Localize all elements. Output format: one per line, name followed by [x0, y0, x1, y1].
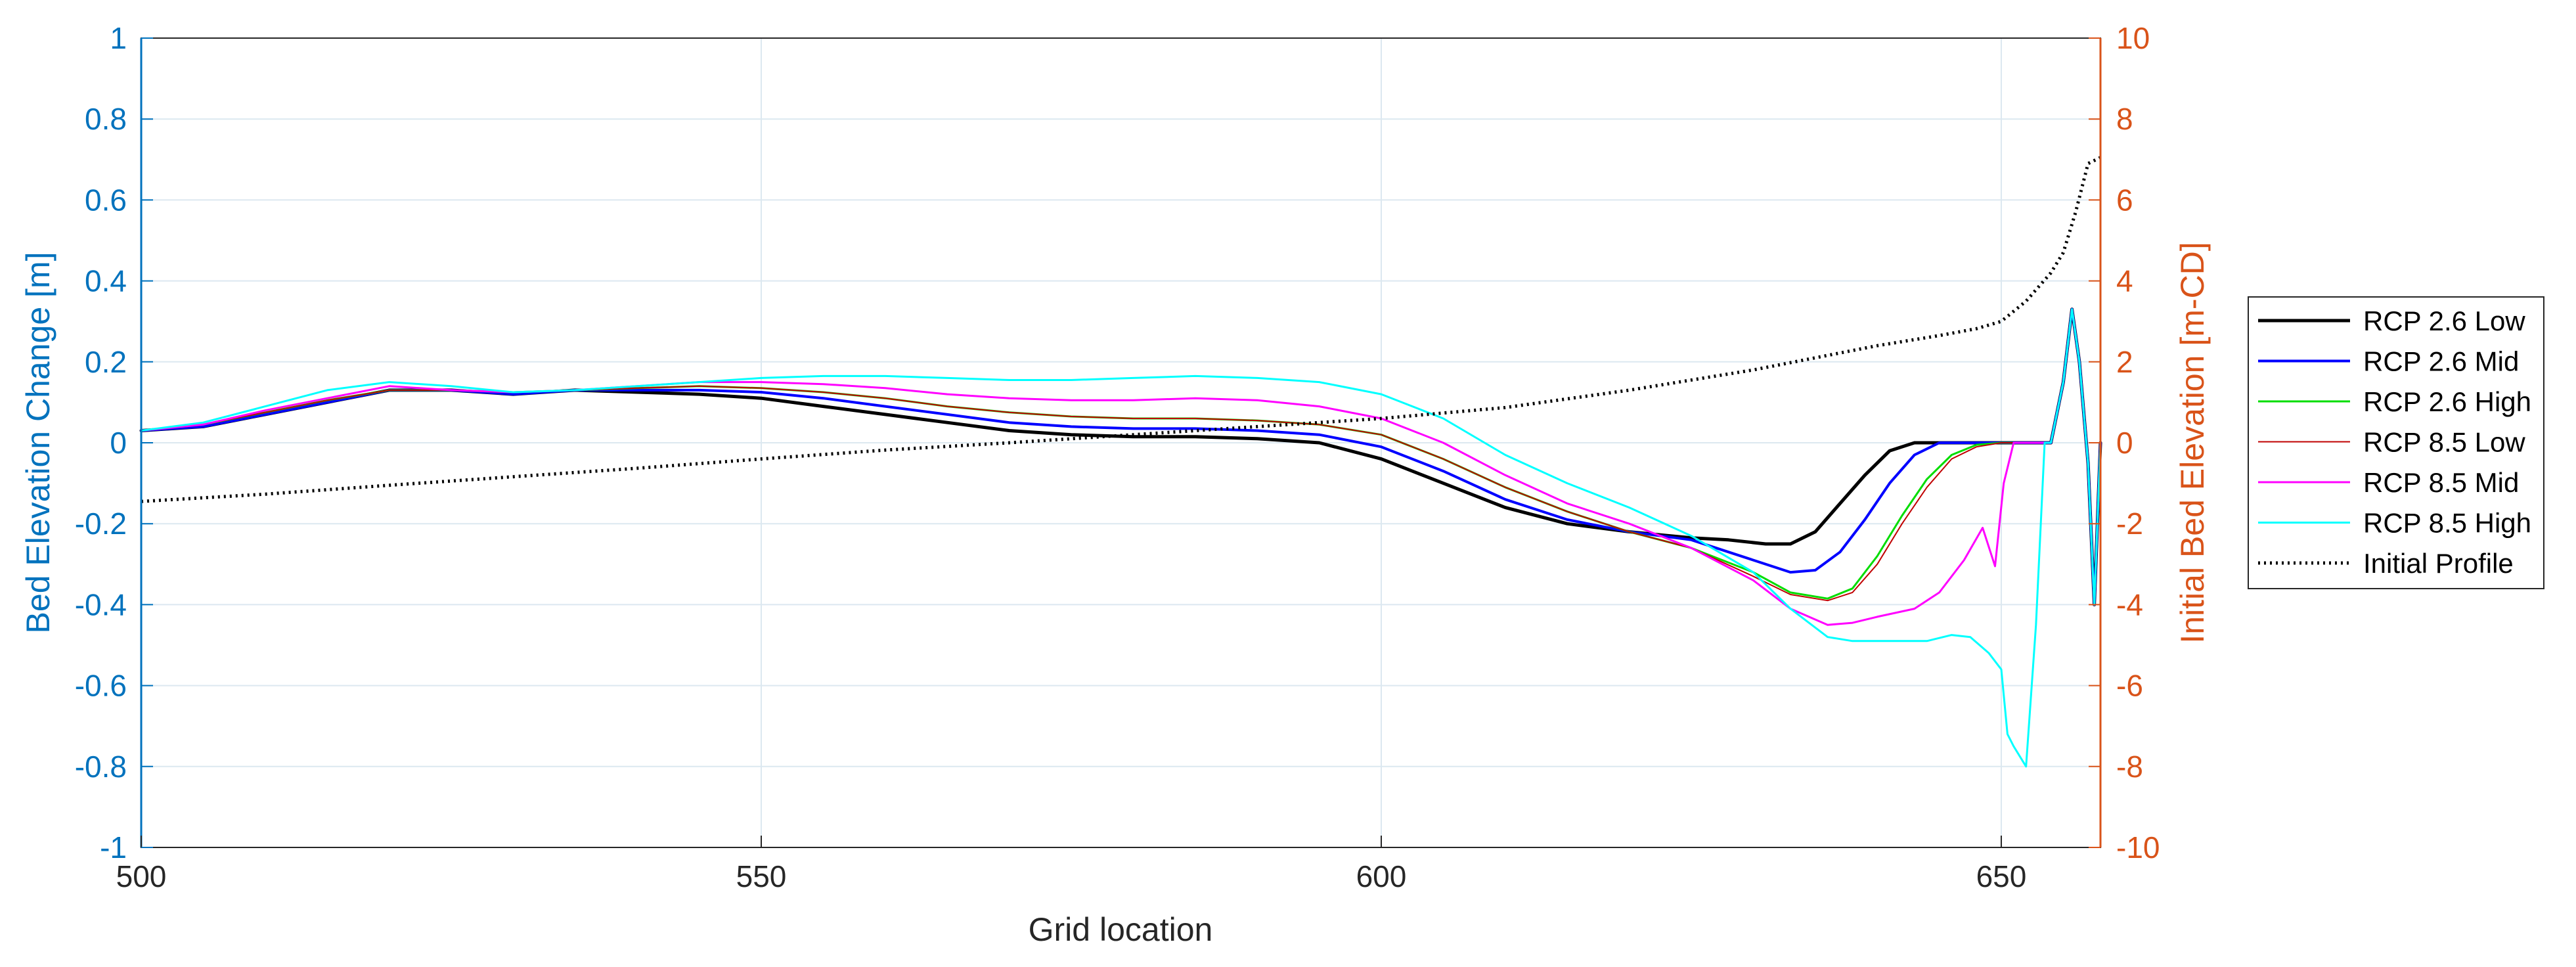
right-y-axis-label: Initial Bed Elevation [m-CD] — [2174, 242, 2211, 643]
series-line-rcp-8-5-high — [140, 308, 2102, 768]
series-lines — [139, 156, 2102, 768]
left-y-tick-label: 0 — [110, 426, 127, 460]
left-y-tick-label: -1 — [100, 830, 127, 865]
legend-box — [2248, 296, 2544, 589]
left-y-tick-label: 1 — [110, 21, 127, 55]
left-y-tick-label: 0.8 — [85, 102, 127, 136]
x-tick-label: 600 — [1356, 859, 1407, 893]
right-y-tick-label: 4 — [2116, 264, 2133, 298]
left-y-tick-label: 0.2 — [85, 345, 127, 379]
right-y-tick-label: 0 — [2116, 426, 2133, 460]
legend-label-rcp-2-6-high: RCP 2.6 High — [2363, 386, 2531, 417]
left-y-tick-label: -0.6 — [75, 669, 127, 703]
right-y-tick-label: -2 — [2116, 506, 2143, 541]
left-y-tick-label: -0.2 — [75, 506, 127, 541]
right-y-tick-label: 2 — [2116, 345, 2133, 379]
right-y-tick-label: 10 — [2116, 21, 2150, 55]
axis-ticks: 500 550 600 650 1 0.8 0.6 0.4 0.2 0 -0.2 -0.4 -0.6 -0… — [75, 21, 2160, 893]
right-y-tick-label: 8 — [2116, 102, 2133, 136]
left-y-tick-label: -0.4 — [75, 587, 127, 621]
right-y-tick-label: -10 — [2116, 830, 2160, 865]
x-axis-label: Grid location — [1029, 911, 1213, 948]
x-tick-label: 650 — [1976, 859, 2027, 893]
left-y-tick-label: 0.4 — [85, 264, 127, 298]
left-y-tick-label: 0.6 — [85, 183, 127, 217]
x-tick-label: 550 — [736, 859, 787, 893]
legend: RCP 2.6 Low RCP 2.6 Mid RCP 2.6 High RCP 8.… — [2248, 296, 2544, 589]
legend-label-rcp-8-5-high: RCP 8.5 High — [2363, 508, 2531, 539]
left-y-tick-label: -0.8 — [75, 750, 127, 784]
grid — [141, 38, 2100, 847]
legend-label-rcp-2-6-low: RCP 2.6 Low — [2363, 305, 2525, 336]
right-y-tick-label: -4 — [2116, 587, 2143, 621]
left-y-axis-label: Bed Elevation Change [m] — [20, 252, 56, 634]
right-y-tick-label: -6 — [2116, 669, 2143, 703]
right-y-tick-label: -8 — [2116, 750, 2143, 784]
legend-label-rcp-2-6-mid: RCP 2.6 Mid — [2363, 346, 2519, 377]
legend-label-rcp-8-5-low: RCP 8.5 Low — [2363, 427, 2525, 458]
right-y-tick-label: 6 — [2116, 183, 2133, 217]
legend-label-rcp-8-5-mid: RCP 8.5 Mid — [2363, 467, 2519, 498]
x-tick-label: 500 — [116, 859, 167, 893]
legend-label-initial-profile: Initial Profile — [2363, 548, 2514, 579]
